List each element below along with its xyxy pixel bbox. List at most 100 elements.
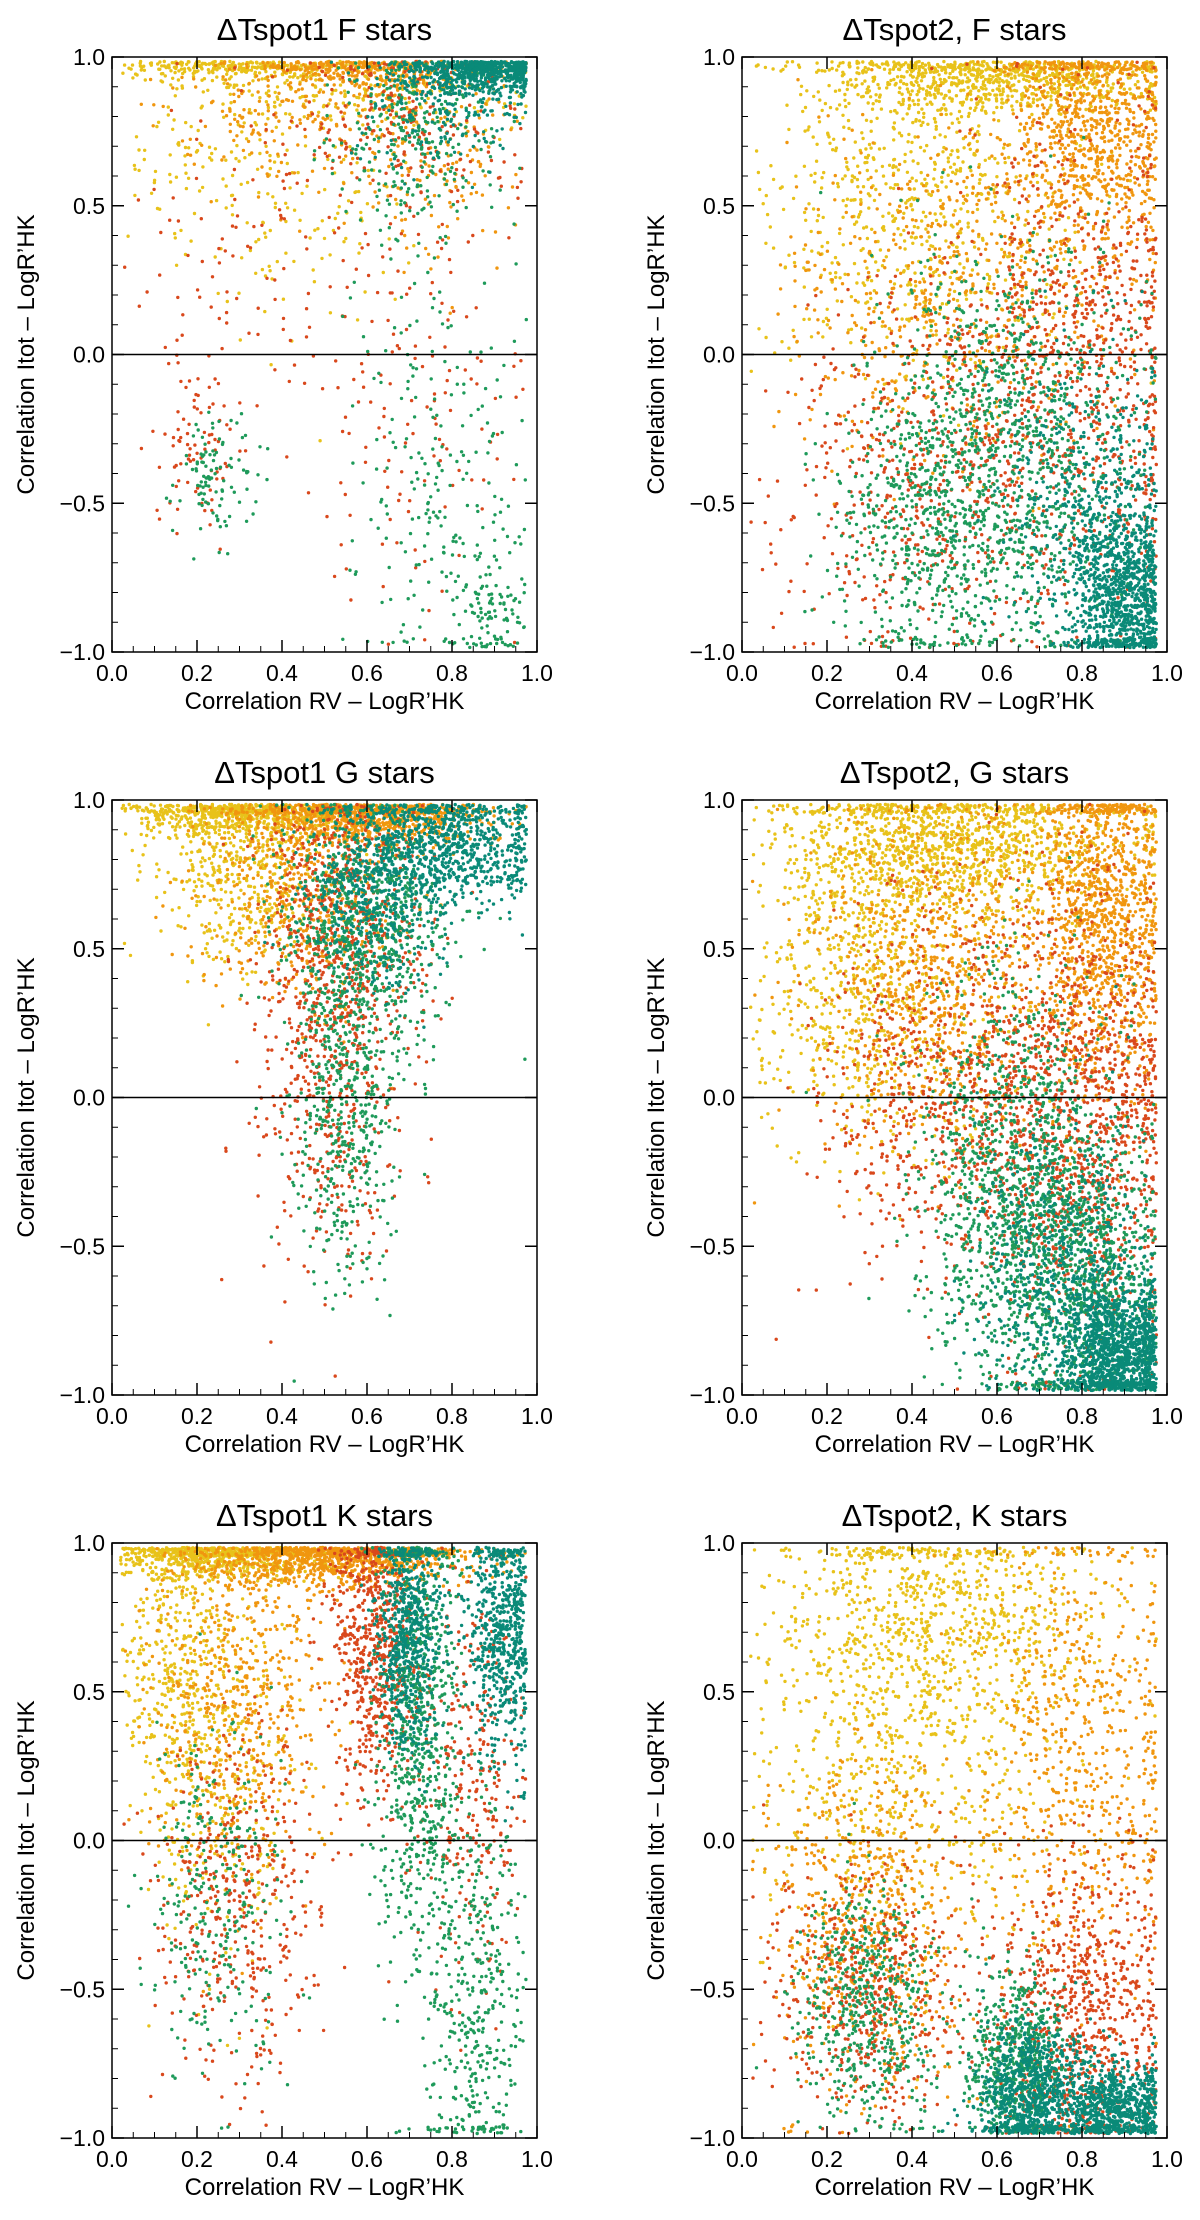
- scatter-point: [170, 61, 174, 65]
- scatter-point: [322, 141, 326, 145]
- scatter-point: [241, 83, 246, 88]
- scatter-point: [957, 109, 962, 114]
- scatter-point: [301, 74, 306, 79]
- scatter-point: [946, 160, 951, 164]
- scatter-point: [267, 89, 271, 93]
- scatter-point: [856, 215, 861, 219]
- scatter-point: [837, 231, 842, 236]
- scatter-point: [440, 468, 444, 473]
- scatter-point: [923, 265, 927, 269]
- scatter-point: [952, 162, 956, 166]
- scatter-point: [399, 65, 404, 69]
- scatter-point: [298, 229, 302, 233]
- scatter-point: [523, 478, 527, 482]
- scatter-point: [483, 386, 488, 391]
- scatter-point: [461, 72, 466, 77]
- scatter-point: [874, 63, 879, 67]
- scatter-point: [375, 437, 379, 442]
- scatter-point: [518, 166, 522, 170]
- scatter-point: [508, 90, 513, 94]
- scatter-point: [481, 110, 486, 114]
- scatter-point: [490, 83, 495, 88]
- scatter-point: [179, 60, 184, 65]
- scatter-point: [241, 125, 245, 129]
- scatter-point: [968, 106, 973, 111]
- scatter-point: [957, 64, 962, 68]
- scatter-point: [877, 99, 881, 104]
- scatter-point: [225, 72, 229, 77]
- scatter-point: [388, 72, 392, 76]
- scatter-point: [405, 192, 409, 197]
- scatter-point: [362, 60, 366, 64]
- scatter-point: [233, 197, 237, 202]
- scatter-point: [502, 363, 506, 368]
- scatter-point: [354, 267, 358, 271]
- scatter-point: [382, 435, 387, 439]
- scatter-point: [192, 405, 196, 409]
- scatter-point: [471, 144, 475, 149]
- scatter-point: [356, 66, 361, 70]
- scatter-point: [479, 350, 483, 354]
- scatter-point: [519, 126, 523, 131]
- scatter-point: [929, 257, 933, 262]
- scatter-point: [429, 91, 433, 96]
- scatter-point: [406, 387, 410, 391]
- scatter-point: [386, 642, 391, 646]
- scatter-point: [816, 68, 821, 73]
- scatter-point: [819, 186, 824, 190]
- scatter-point: [856, 92, 860, 97]
- scatter-point: [200, 435, 205, 439]
- scatter-point: [308, 61, 312, 65]
- scatter-point: [378, 169, 382, 173]
- scatter-point: [139, 446, 144, 451]
- scatter-point: [802, 266, 806, 270]
- scatter-point: [377, 201, 381, 205]
- scatter-point: [864, 91, 869, 95]
- scatter-point: [485, 421, 490, 425]
- scatter-point: [357, 251, 361, 255]
- scatter-point: [364, 445, 368, 449]
- scatter-point: [445, 131, 449, 135]
- scatter-point: [364, 82, 368, 86]
- scatter-point: [764, 335, 768, 340]
- scatter-point: [285, 63, 290, 68]
- scatter-point: [372, 119, 376, 124]
- scatter-point: [389, 91, 393, 95]
- scatter-point: [247, 331, 251, 335]
- scatter-point: [422, 63, 426, 68]
- scatter-point: [430, 120, 434, 124]
- scatter-point: [416, 211, 420, 216]
- scatter-point: [352, 68, 356, 72]
- scatter-point: [1007, 81, 1011, 85]
- scatter-point: [519, 70, 523, 74]
- scatter-point: [403, 96, 407, 101]
- scatter-point: [876, 268, 880, 273]
- scatter-point: [322, 236, 327, 241]
- scatter-point: [320, 65, 325, 69]
- scatter-point: [254, 74, 259, 78]
- scatter-point: [917, 119, 922, 123]
- scatter-point: [907, 292, 911, 296]
- scatter-point: [897, 67, 902, 72]
- scatter-point: [460, 93, 465, 97]
- scatter-point: [303, 105, 307, 109]
- scatter-point: [476, 614, 480, 619]
- scatter-point: [230, 203, 234, 208]
- scatter-point: [325, 104, 329, 108]
- scatter-point: [428, 335, 432, 339]
- scatter-point: [122, 63, 127, 67]
- scatter-point: [268, 166, 272, 171]
- scatter-point: [909, 283, 913, 287]
- scatter-point: [523, 90, 527, 94]
- scatter-point: [207, 71, 211, 75]
- scatter-point: [412, 135, 417, 139]
- scatter-point: [1078, 144, 1082, 148]
- scatter-point: [901, 407, 905, 411]
- scatter-point: [292, 363, 297, 367]
- scatter-point: [325, 514, 329, 519]
- scatter-point: [418, 142, 423, 146]
- scatter-point: [921, 310, 926, 315]
- scatter-point: [491, 97, 495, 101]
- scatter-point: [399, 541, 403, 545]
- scatter-point: [260, 112, 265, 116]
